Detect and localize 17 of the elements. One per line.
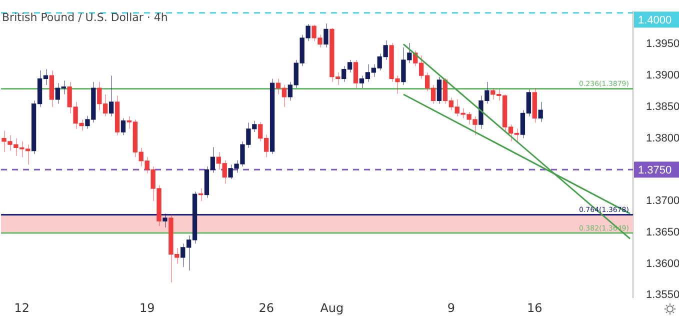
y-tick-label: 1.3800: [646, 132, 679, 144]
y-tick-label: 1.3950: [646, 38, 679, 50]
chart-title: British Pound / U.S. Dollar · 4h: [2, 10, 168, 24]
x-tick-label: 12: [14, 300, 30, 315]
y-tick-label: 1.3650: [646, 226, 679, 238]
x-tick-label: Aug: [320, 300, 344, 315]
y-tick-label: 1.3550: [646, 289, 679, 302]
y-tick-label: 1.3600: [646, 258, 679, 270]
y-tick-label: 1.3900: [646, 70, 679, 82]
x-tick-label: 19: [139, 300, 155, 315]
ref-line-label: 1.4000: [638, 14, 672, 27]
y-tick-label: 1.3850: [646, 100, 679, 113]
x-tick-label: 16: [526, 300, 542, 315]
x-tick-label: 9: [447, 300, 455, 315]
x-tick-label: 26: [258, 300, 274, 315]
y-tick-label: 1.3700: [646, 195, 679, 208]
ref-line-label: 1.3750: [638, 164, 672, 177]
